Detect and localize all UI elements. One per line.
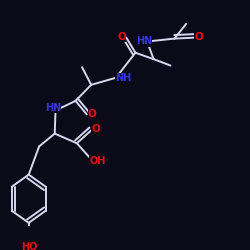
Text: OH: OH (90, 156, 106, 166)
Text: O: O (194, 32, 203, 42)
Text: O: O (88, 109, 96, 119)
Text: HO: HO (21, 242, 38, 250)
Text: O: O (117, 32, 126, 42)
Text: HN: HN (136, 36, 152, 46)
Text: HN: HN (45, 103, 61, 113)
Text: NH: NH (115, 73, 131, 83)
Text: O: O (92, 124, 100, 134)
